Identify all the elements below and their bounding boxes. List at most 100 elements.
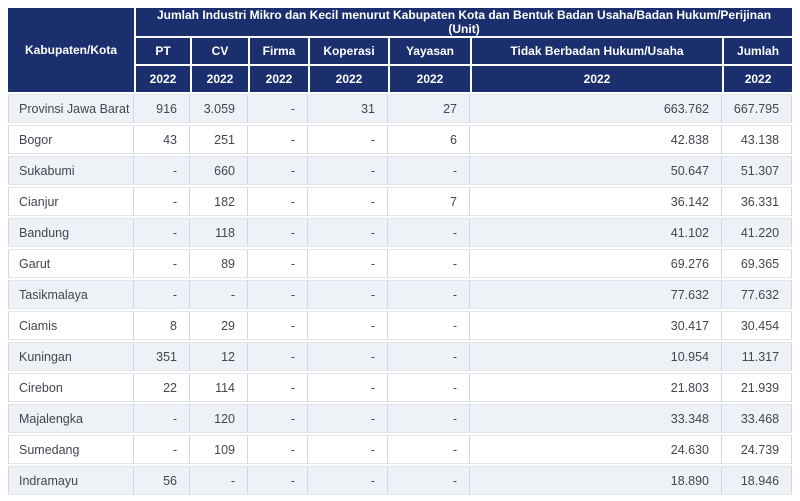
value-cell: -	[388, 249, 470, 278]
table-row-cianjur: Cianjur-182--736.14236.331	[8, 187, 792, 216]
corner-header-kabupaten-kota: Kabupaten/Kota	[8, 8, 134, 92]
value-cell: -	[388, 435, 470, 464]
value-cell: -	[308, 311, 388, 340]
table-row-tasikmalaya: Tasikmalaya-----77.63277.632	[8, 280, 792, 309]
value-cell: 41.220	[722, 218, 792, 247]
value-cell: -	[248, 249, 308, 278]
value-cell: 21.939	[722, 373, 792, 402]
value-cell: 43.138	[722, 125, 792, 154]
year-header-5: 2022	[470, 66, 722, 92]
value-cell: -	[308, 156, 388, 185]
value-cell: -	[190, 466, 248, 495]
table-header: Kabupaten/Kota Jumlah Industri Mikro dan…	[8, 8, 792, 92]
value-cell: 33.348	[470, 404, 722, 433]
column-header-tidak-berbadan-hukum-usaha: Tidak Berbadan Hukum/Usaha	[470, 38, 722, 64]
region-cell: Bogor	[8, 125, 134, 154]
value-cell: -	[308, 342, 388, 371]
value-cell: 30.454	[722, 311, 792, 340]
value-cell: 30.417	[470, 311, 722, 340]
value-cell: -	[248, 311, 308, 340]
value-cell: -	[248, 280, 308, 309]
value-cell: -	[248, 218, 308, 247]
value-cell: -	[190, 280, 248, 309]
value-cell: 33.468	[722, 404, 792, 433]
table-row-majalengka: Majalengka-120---33.34833.468	[8, 404, 792, 433]
region-cell: Kuningan	[8, 342, 134, 371]
value-cell: 3.059	[190, 94, 248, 123]
value-cell: 182	[190, 187, 248, 216]
value-cell: -	[308, 125, 388, 154]
value-cell: -	[308, 373, 388, 402]
table-body: Provinsi Jawa Barat9163.059-3127663.7626…	[8, 94, 792, 495]
value-cell: 916	[134, 94, 190, 123]
value-cell: 89	[190, 249, 248, 278]
value-cell: -	[248, 94, 308, 123]
value-cell: 18.890	[470, 466, 722, 495]
value-cell: 6	[388, 125, 470, 154]
page: Kabupaten/Kota Jumlah Industri Mikro dan…	[0, 0, 800, 501]
value-cell: 77.632	[470, 280, 722, 309]
region-cell: Cirebon	[8, 373, 134, 402]
year-header-6: 2022	[722, 66, 792, 92]
value-cell: 663.762	[470, 94, 722, 123]
region-cell: Majalengka	[8, 404, 134, 433]
value-cell: 120	[190, 404, 248, 433]
value-cell: -	[388, 342, 470, 371]
value-cell: 31	[308, 94, 388, 123]
column-header-jumlah: Jumlah	[722, 38, 792, 64]
region-cell: Ciamis	[8, 311, 134, 340]
title-row: Kabupaten/Kota Jumlah Industri Mikro dan…	[8, 8, 792, 36]
value-cell: -	[248, 342, 308, 371]
table-row-cirebon: Cirebon22114---21.80321.939	[8, 373, 792, 402]
region-cell: Garut	[8, 249, 134, 278]
value-cell: -	[388, 466, 470, 495]
value-cell: 22	[134, 373, 190, 402]
column-header-yayasan: Yayasan	[388, 38, 470, 64]
region-cell: Cianjur	[8, 187, 134, 216]
value-cell: -	[248, 156, 308, 185]
value-cell: 36.331	[722, 187, 792, 216]
table-row-sukabumi: Sukabumi-660---50.64751.307	[8, 156, 792, 185]
year-header-1: 2022	[190, 66, 248, 92]
value-cell: 7	[388, 187, 470, 216]
value-cell: -	[388, 404, 470, 433]
value-cell: -	[308, 249, 388, 278]
value-cell: -	[134, 435, 190, 464]
value-cell: 51.307	[722, 156, 792, 185]
value-cell: 50.647	[470, 156, 722, 185]
value-cell: 12	[190, 342, 248, 371]
value-cell: 24.739	[722, 435, 792, 464]
column-header-pt: PT	[134, 38, 190, 64]
value-cell: -	[308, 466, 388, 495]
value-cell: -	[134, 404, 190, 433]
table-row-kuningan: Kuningan35112---10.95411.317	[8, 342, 792, 371]
region-cell: Sumedang	[8, 435, 134, 464]
value-cell: -	[134, 156, 190, 185]
value-cell: 27	[388, 94, 470, 123]
value-cell: -	[248, 125, 308, 154]
value-cell: -	[248, 404, 308, 433]
year-header-0: 2022	[134, 66, 190, 92]
column-header-cv: CV	[190, 38, 248, 64]
region-cell: Provinsi Jawa Barat	[8, 94, 134, 123]
year-header-2: 2022	[248, 66, 308, 92]
value-cell: 667.795	[722, 94, 792, 123]
value-cell: -	[388, 218, 470, 247]
value-cell: -	[308, 187, 388, 216]
value-cell: -	[248, 373, 308, 402]
year-header-4: 2022	[388, 66, 470, 92]
value-cell: -	[248, 466, 308, 495]
value-cell: 69.276	[470, 249, 722, 278]
table-row-sumedang: Sumedang-109---24.63024.739	[8, 435, 792, 464]
value-cell: 8	[134, 311, 190, 340]
table-row-indramayu: Indramayu56----18.89018.946	[8, 466, 792, 495]
value-cell: -	[134, 187, 190, 216]
value-cell: -	[308, 218, 388, 247]
value-cell: -	[248, 187, 308, 216]
value-cell: -	[308, 435, 388, 464]
value-cell: 118	[190, 218, 248, 247]
value-cell: -	[388, 373, 470, 402]
table-row-bogor: Bogor43251--642.83843.138	[8, 125, 792, 154]
value-cell: 11.317	[722, 342, 792, 371]
value-cell: 10.954	[470, 342, 722, 371]
